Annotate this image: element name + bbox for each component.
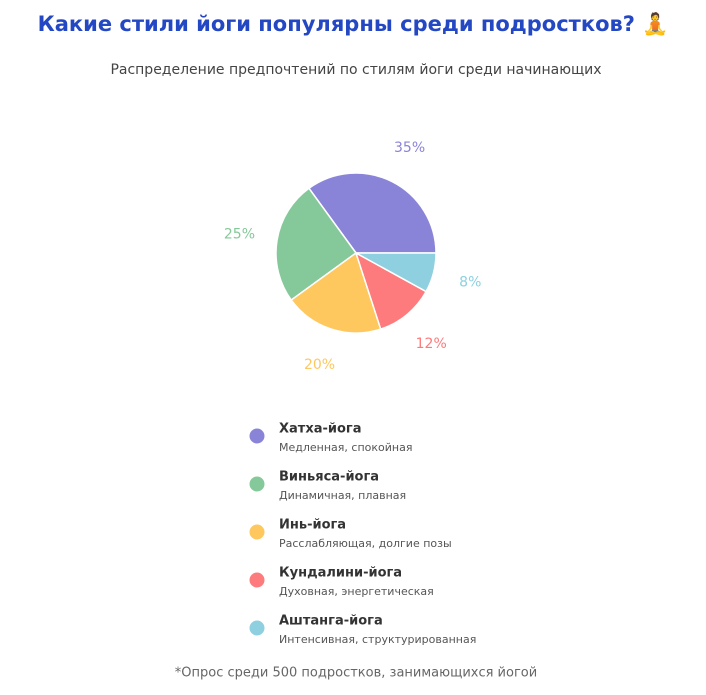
pie-slice: [355, 252, 437, 293]
pie-slice: [354, 251, 428, 331]
legend-swatch: [249, 524, 265, 540]
pie-slice: [290, 251, 382, 334]
value-label: 12%: [416, 336, 447, 352]
legend-label: Инь-йога: [279, 518, 346, 533]
legend-swatch: [249, 476, 265, 492]
chart-subtitle: Распределение предпочтений по стилям йог…: [110, 62, 601, 78]
chart-title: Какие стили йоги популярны среди подрост…: [38, 11, 669, 36]
value-label: 25%: [224, 227, 255, 243]
legend-label: Хатха-йога: [279, 422, 362, 437]
legend-description: Медленная, спокойная: [279, 441, 412, 454]
footnote: *Опрос среди 500 подростков, занимающихс…: [175, 666, 537, 681]
legend-label: Кундалини-йога: [279, 566, 402, 581]
legend-swatch: [249, 620, 265, 636]
legend-description: Духовная, энергетическая: [279, 585, 434, 598]
legend-description: Интенсивная, структурированная: [279, 633, 476, 646]
value-label: 35%: [394, 140, 425, 156]
pie-slice: [307, 172, 437, 254]
legend-swatch: [249, 428, 265, 444]
value-label: 8%: [459, 274, 481, 290]
legend-label: Виньяса-йога: [279, 470, 379, 485]
legend-description: Расслабляющая, долгие позы: [279, 537, 452, 550]
legend-swatch: [249, 572, 265, 588]
legend-label: Аштанга-йога: [279, 614, 383, 629]
legend-description: Динамичная, плавная: [279, 489, 406, 502]
value-label: 20%: [304, 357, 335, 373]
pie-slice: [275, 187, 358, 302]
